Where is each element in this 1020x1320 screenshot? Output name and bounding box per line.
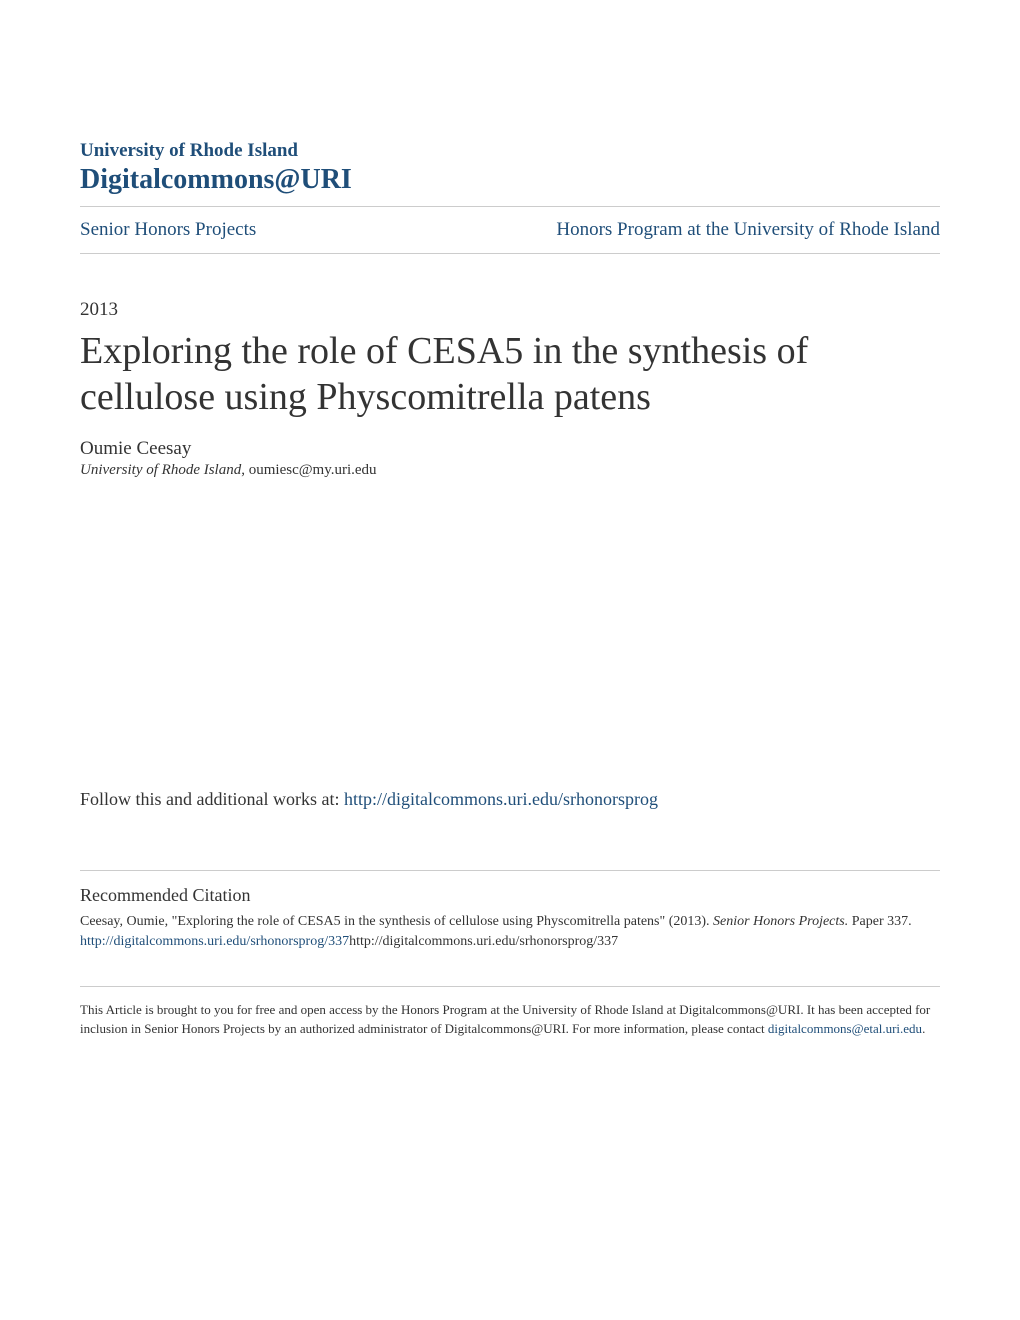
citation-link[interactable]: http://digitalcommons.uri.edu/srhonorspr… [80, 934, 349, 949]
citation-part1: Ceesay, Oumie, "Exploring the role of CE… [80, 914, 713, 929]
site-name[interactable]: Digitalcommons@URI [80, 164, 940, 196]
footer-text: This Article is brought to you for free … [80, 1001, 940, 1037]
author-affiliation: University of Rhode Island, oumiesc@my.u… [80, 462, 940, 479]
publication-year: 2013 [80, 299, 940, 321]
citation-italic: Senior Honors Projects. [713, 914, 848, 929]
follow-link[interactable]: http://digitalcommons.uri.edu/srhonorspr… [344, 789, 658, 809]
follow-section: Follow this and additional works at: htt… [80, 789, 940, 810]
footer-divider [80, 986, 940, 987]
citation-link-after: http://digitalcommons.uri.edu/srhonorspr… [349, 934, 618, 949]
author-name: Oumie Ceesay [80, 438, 940, 460]
citation-heading: Recommended Citation [80, 885, 940, 906]
follow-text: Follow this and additional works at: [80, 789, 344, 809]
footer-contact-link[interactable]: digitalcommons@etal.uri.edu [768, 1021, 922, 1036]
citation-divider [80, 870, 940, 871]
university-name: University of Rhode Island [80, 140, 940, 162]
paper-title: Exploring the role of CESA5 in the synth… [80, 329, 940, 420]
nav-row: Senior Honors Projects Honors Program at… [80, 207, 940, 253]
citation-text: Ceesay, Oumie, "Exploring the role of CE… [80, 912, 940, 951]
nav-right-link[interactable]: Honors Program at the University of Rhod… [556, 219, 940, 241]
page-header: University of Rhode Island Digitalcommon… [80, 140, 940, 196]
footer-text-after: . [922, 1021, 925, 1036]
citation-part2: Paper 337. [848, 914, 911, 929]
affiliation-institution: University of Rhode Island [80, 462, 241, 478]
nav-left-link[interactable]: Senior Honors Projects [80, 219, 256, 241]
affiliation-email: , oumiesc@my.uri.edu [241, 462, 376, 478]
nav-divider [80, 253, 940, 254]
